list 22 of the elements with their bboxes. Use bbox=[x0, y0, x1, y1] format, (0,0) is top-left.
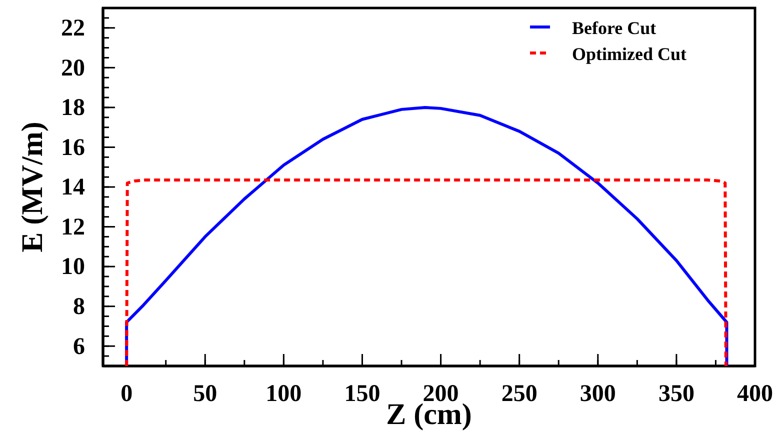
y-tick-label: 16 bbox=[61, 134, 85, 161]
x-tick-label: 250 bbox=[501, 381, 538, 408]
x-tick-label: 300 bbox=[580, 381, 616, 408]
legend-label: Optimized Cut bbox=[572, 44, 686, 64]
y-axis-title: E (MV/m) bbox=[16, 122, 49, 252]
legend-label: Before Cut bbox=[572, 18, 656, 38]
y-tick-label: 8 bbox=[73, 294, 85, 320]
y-tick-label: 12 bbox=[61, 214, 85, 240]
y-tick-label: 14 bbox=[61, 174, 85, 201]
x-tick-label: 50 bbox=[193, 381, 218, 408]
x-tick-label: 0 bbox=[120, 381, 133, 408]
x-tick-label: 150 bbox=[344, 381, 380, 408]
x-tick-label: 100 bbox=[266, 381, 302, 408]
x-tick-label: 400 bbox=[737, 381, 773, 408]
x-tick-label: 350 bbox=[658, 381, 694, 408]
y-tick-label: 20 bbox=[61, 55, 85, 82]
y-tick-label: 10 bbox=[61, 254, 85, 280]
line-series bbox=[125, 106, 728, 368]
y-tick-label: 6 bbox=[73, 334, 85, 360]
line-series bbox=[125, 178, 728, 368]
y-tick-label: 18 bbox=[61, 95, 85, 122]
y-tick-label: 22 bbox=[61, 16, 85, 42]
